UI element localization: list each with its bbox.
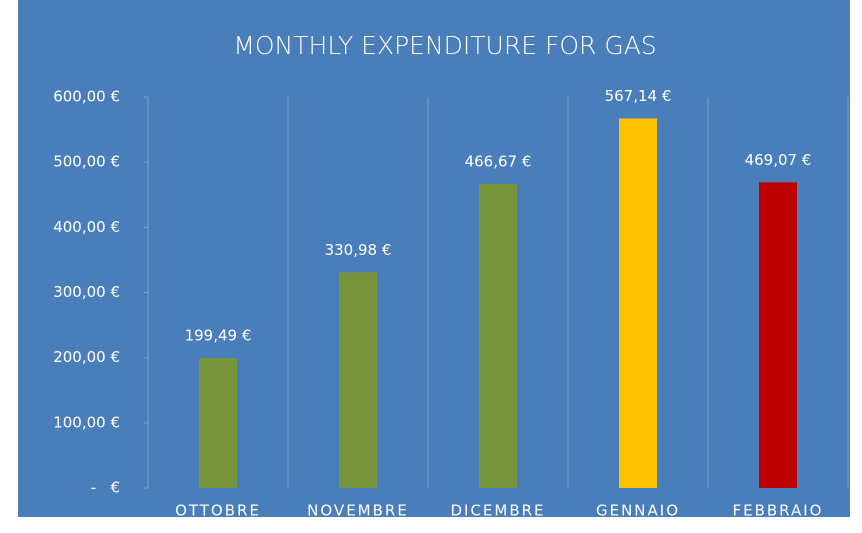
y-tick-label: 500,00 € (53, 153, 120, 171)
value-label: 567,14 € (605, 87, 672, 105)
x-tick-label: GENNAIO (596, 502, 680, 520)
bar (759, 182, 797, 488)
bar (479, 183, 517, 488)
value-label: 466,67 € (465, 152, 532, 170)
x-tick-label: NOVEMBRE (307, 502, 409, 520)
y-tick-label: 100,00 € (53, 413, 120, 431)
chart-title: MONTHLY EXPENDITURE FOR GAS (233, 31, 656, 60)
x-tick-label: DICEMBRE (450, 502, 545, 520)
y-tick-label: 200,00 € (53, 348, 120, 366)
value-label: 199,49 € (185, 326, 252, 344)
y-tick-label: 400,00 € (53, 218, 120, 236)
value-label: 469,07 € (745, 151, 812, 169)
x-tick-label: OTTOBRE (175, 502, 261, 520)
bar (339, 272, 377, 488)
chart-background (18, 0, 850, 517)
bar (199, 357, 237, 488)
y-tick-label: 300,00 € (53, 283, 120, 301)
bar (619, 118, 657, 489)
value-label: 330,98 € (325, 241, 392, 259)
y-tick-label: - € (91, 479, 120, 497)
x-tick-label: FEBBRAIO (733, 502, 824, 520)
y-tick-label: 600,00 € (53, 88, 120, 106)
